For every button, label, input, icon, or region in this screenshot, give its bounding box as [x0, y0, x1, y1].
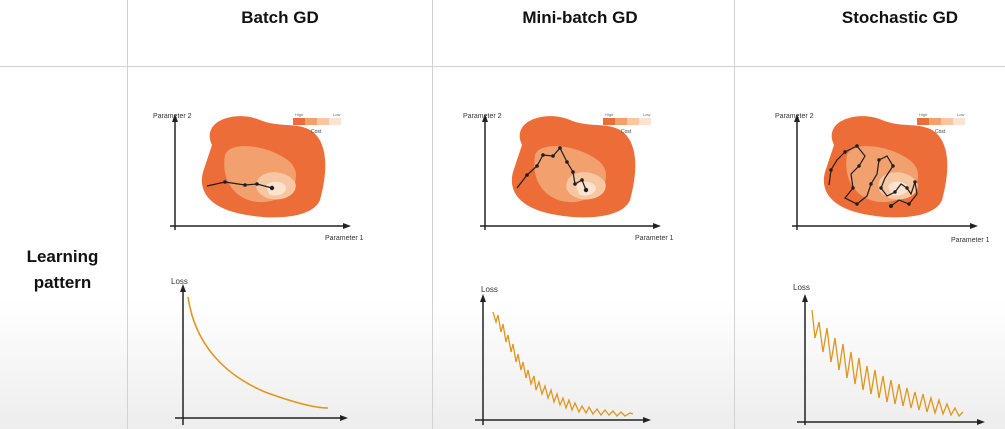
legend-swatch-2 — [929, 118, 941, 125]
legend-swatch-3 — [941, 118, 953, 125]
column-title-mini-batch-gd: Mini-batch GD — [522, 8, 638, 27]
legend-swatch-2 — [615, 118, 627, 125]
legend-swatch-1 — [603, 118, 615, 125]
descent-point — [580, 178, 584, 182]
row-label-line-1: Learning — [26, 247, 99, 266]
x-axis-arrow — [343, 223, 351, 229]
legend-swatch-2 — [305, 118, 317, 125]
descent-point — [857, 164, 861, 168]
descent-point — [879, 186, 883, 190]
loss-curve — [492, 311, 634, 417]
loss-y-axis-arrow — [480, 294, 486, 302]
legend-high-label: High — [295, 112, 303, 117]
y-axis-arrow — [794, 114, 800, 122]
descent-point — [535, 164, 539, 168]
loss-axis-label: Loss — [481, 285, 498, 294]
batch-gd-figure: Parameter 2 Parameter 1 High Low Cost Lo… — [153, 112, 364, 425]
x-axis-label: Parameter 1 — [635, 235, 674, 242]
descent-point — [551, 154, 555, 158]
descent-point — [243, 183, 247, 187]
descent-point — [877, 158, 881, 162]
cost-region-core — [266, 181, 287, 196]
legend-swatch-4 — [953, 118, 965, 125]
column-title-batch-gd: Batch GD — [241, 8, 319, 27]
descent-point — [583, 187, 589, 193]
legend-swatch-4 — [329, 118, 341, 125]
legend-swatch-3 — [317, 118, 329, 125]
loss-plot: Loss — [475, 285, 651, 425]
descent-point — [541, 153, 545, 157]
legend-title: Cost — [311, 129, 322, 135]
legend-swatch-4 — [639, 118, 651, 125]
descent-point — [905, 186, 909, 190]
legend-low-label: Low — [957, 112, 964, 117]
contour-plot: Parameter 2 Parameter 1 High Low Cost — [775, 112, 990, 244]
loss-x-axis-arrow — [977, 419, 985, 425]
descent-point — [913, 180, 917, 184]
descent-point — [223, 180, 227, 184]
descent-point — [829, 168, 833, 172]
x-axis-label: Parameter 1 — [325, 235, 364, 242]
column-divider-3 — [734, 0, 735, 429]
loss-plot: Loss — [793, 283, 985, 425]
row-label-learning-pattern: Learning pattern — [0, 244, 125, 296]
legend-swatch-1 — [917, 118, 929, 125]
y-axis-arrow — [482, 114, 488, 122]
descent-point — [571, 170, 575, 174]
column-divider-1 — [127, 0, 128, 429]
mini-batch-gd-figure: Parameter 2 Parameter 1 High Low Cost — [463, 112, 674, 425]
descent-point — [889, 204, 893, 208]
y-axis-arrow — [172, 114, 178, 122]
contour-plot: Parameter 2 Parameter 1 High Low Cost — [463, 112, 674, 242]
x-axis-arrow — [970, 223, 978, 229]
y-axis-label: Parameter 2 — [775, 113, 814, 120]
descent-point — [891, 164, 895, 168]
descent-point — [907, 202, 911, 206]
loss-plot: Loss — [171, 277, 348, 425]
descent-point — [573, 182, 577, 186]
legend-swatch-1 — [293, 118, 305, 125]
descent-point — [843, 150, 847, 154]
descent-point — [869, 182, 873, 186]
descent-point — [255, 182, 259, 186]
descent-point — [893, 190, 897, 194]
loss-x-axis-arrow — [643, 417, 651, 423]
descent-point — [269, 185, 275, 191]
descent-point — [565, 160, 569, 164]
loss-y-axis-arrow — [802, 294, 808, 302]
legend-title: Cost — [935, 129, 946, 135]
loss-curve — [187, 296, 329, 409]
loss-y-axis-arrow — [180, 284, 186, 292]
y-axis-label: Parameter 2 — [153, 113, 192, 120]
loss-axis-label: Loss — [171, 277, 188, 286]
row-label-line-2: pattern — [33, 273, 92, 292]
column-title-stochastic-gd: Stochastic GD — [841, 8, 959, 27]
loss-axis-label: Loss — [793, 283, 810, 292]
x-axis-arrow — [653, 223, 661, 229]
stochastic-gd-figure: Parameter 2 Parameter 1 High Low Cost — [775, 112, 990, 425]
descent-point — [855, 202, 859, 206]
legend-low-label: Low — [333, 112, 340, 117]
header-divider — [0, 66, 1005, 67]
legend-high-label: High — [605, 112, 613, 117]
descent-point — [851, 186, 855, 190]
panel-mini-batch-gd: Parameter 2 Parameter 1 High Low Cost — [455, 100, 755, 429]
panel-batch-gd: Parameter 2 Parameter 1 High Low Cost Lo… — [145, 100, 445, 429]
y-axis-label: Parameter 2 — [463, 113, 502, 120]
descent-point — [558, 146, 562, 150]
panel-stochastic-gd: Parameter 2 Parameter 1 High Low Cost — [767, 100, 1005, 429]
legend-title: Cost — [621, 129, 632, 135]
x-axis-label: Parameter 1 — [951, 237, 990, 244]
legend-high-label: High — [919, 112, 927, 117]
loss-x-axis-arrow — [340, 415, 348, 421]
column-divider-2 — [432, 0, 433, 429]
descent-point — [525, 173, 529, 177]
descent-point — [855, 144, 859, 148]
legend-swatch-3 — [627, 118, 639, 125]
contour-plot: Parameter 2 Parameter 1 High Low Cost — [153, 112, 364, 242]
legend-low-label: Low — [643, 112, 650, 117]
loss-curve — [811, 309, 964, 418]
